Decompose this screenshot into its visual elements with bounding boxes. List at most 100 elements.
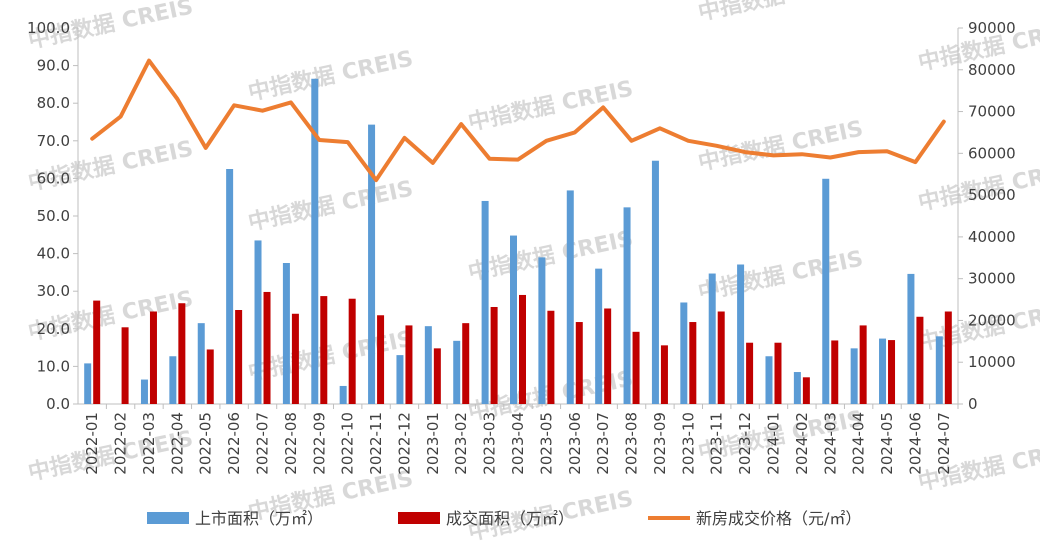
price-point <box>432 162 434 164</box>
bars <box>84 78 959 409</box>
bar-listed-area <box>311 78 319 404</box>
bar-listed-area <box>566 190 574 404</box>
price-point <box>205 147 207 149</box>
x-tick-label: 2023-12 <box>736 412 754 475</box>
price-point <box>914 161 916 163</box>
bar-listed-area <box>169 356 177 404</box>
price-point <box>489 158 491 160</box>
bar-listed-area <box>651 160 659 404</box>
watermark-text: 中指数据 CREIS <box>466 226 636 286</box>
bar-transaction-area <box>405 325 413 404</box>
bar-listed-area <box>765 356 773 404</box>
right-axis-tick-label: 60000 <box>968 144 1016 162</box>
bar-listed-area <box>907 273 915 404</box>
bar-transaction-area <box>632 331 640 404</box>
left-axis-tick-label: 40.0 <box>37 245 70 263</box>
bar-listed-area <box>424 326 432 404</box>
bar-listed-area <box>680 302 688 404</box>
bar-listed-area <box>737 264 745 404</box>
x-tick-label: 2022-10 <box>339 412 357 475</box>
price-point <box>687 140 689 142</box>
price-point <box>176 98 178 100</box>
price-point <box>858 151 860 153</box>
right-axis-tick-label: 10000 <box>968 353 1016 371</box>
x-tick-label: 2024-03 <box>821 412 839 475</box>
x-tick-label: 2022-07 <box>254 412 272 475</box>
price-point <box>91 138 93 140</box>
bar-listed-area <box>481 200 489 404</box>
legend: 上市面积（万㎡） 成交面积（万㎡） 新房成交价格（元/㎡） <box>147 509 861 528</box>
left-axis-tick-label: 60.0 <box>37 169 70 187</box>
price-point <box>886 150 888 152</box>
left-axis-tick-label: 30.0 <box>37 282 70 300</box>
price-point <box>517 159 519 161</box>
right-axis-tick-label: 80000 <box>968 61 1016 79</box>
right-axis-tick-label: 30000 <box>968 270 1016 288</box>
bar-listed-area <box>538 257 546 404</box>
bar-transaction-area <box>717 311 725 404</box>
bar-transaction-area <box>93 300 101 404</box>
price-point <box>801 153 803 155</box>
bar-transaction-area <box>774 342 782 404</box>
x-tick-label: 2022-04 <box>168 412 186 475</box>
bar-transaction-area <box>888 340 896 404</box>
x-tick-label: 2023-10 <box>679 412 697 475</box>
bar-transaction-area <box>178 303 186 404</box>
price-point <box>659 127 661 129</box>
left-axis-tick-label: 70.0 <box>37 132 70 150</box>
axes: 0.0 10.0 20.0 30.0 40.0 50.0 60.0 70.0 80.0 90.0 1… <box>27 19 1016 413</box>
x-tick-label: 2023-03 <box>481 412 499 475</box>
x-tick-label: 2024-06 <box>906 412 924 475</box>
bar-listed-area <box>282 263 290 404</box>
watermark-text: 中指数据 CREIS <box>696 0 866 26</box>
watermark-text: 中指数据 CREIS <box>466 76 636 136</box>
bar-transaction-area <box>263 291 271 404</box>
left-axis-tick-label: 80.0 <box>37 94 70 112</box>
bar-transaction-area <box>575 322 583 404</box>
bar-transaction-area <box>121 327 129 404</box>
bar-transaction-area <box>660 345 668 404</box>
price-point <box>347 141 349 143</box>
bar-listed-area <box>708 273 716 404</box>
bar-transaction-area <box>859 325 867 404</box>
price-point <box>460 123 462 125</box>
bar-transaction-area <box>519 294 526 404</box>
x-tick-label: 2023-08 <box>623 412 641 475</box>
bar-transaction-area <box>746 342 754 404</box>
bar-listed-area <box>368 124 376 404</box>
bar-transaction-area <box>604 308 612 404</box>
bar-transaction-area <box>433 348 441 404</box>
price-point <box>716 145 718 147</box>
price-point <box>318 139 320 141</box>
legend-label-transaction-area: 成交面积（万㎡） <box>446 509 574 528</box>
bar-transaction-area <box>689 322 697 404</box>
x-tick-label: 2022-03 <box>140 412 158 475</box>
bar-listed-area <box>84 363 92 404</box>
price-point <box>574 131 576 133</box>
x-tick-label: 2023-09 <box>651 412 669 475</box>
bar-listed-area <box>254 240 262 404</box>
price-point <box>233 104 235 106</box>
price-point <box>545 140 547 142</box>
bar-transaction-area <box>802 377 810 404</box>
x-tick-label: 2022-06 <box>225 412 243 475</box>
left-axis-tick-label: 90.0 <box>37 57 70 75</box>
price-point <box>120 116 122 118</box>
bar-transaction-area <box>320 296 328 404</box>
right-axis-tick-label: 0 <box>968 395 978 413</box>
bar-listed-area <box>510 235 517 404</box>
price-line <box>90 58 946 183</box>
right-axis-tick-label: 50000 <box>968 186 1016 204</box>
x-tick-label: 2023-01 <box>424 412 442 475</box>
bar-listed-area <box>226 169 234 404</box>
bar-listed-area <box>822 178 830 404</box>
x-tick-labels: 2022-01 2022-02 2022-03 2022-04 2022-05 2022-… <box>83 412 953 475</box>
price-point <box>829 157 831 159</box>
x-tick-label: 2024-07 <box>935 412 953 475</box>
x-tick-label: 2024-02 <box>793 412 811 475</box>
bar-transaction-area <box>944 311 952 404</box>
right-axis-tick-label: 20000 <box>968 311 1016 329</box>
x-tick-label: 2023-06 <box>566 412 584 475</box>
bar-listed-area <box>339 385 347 404</box>
